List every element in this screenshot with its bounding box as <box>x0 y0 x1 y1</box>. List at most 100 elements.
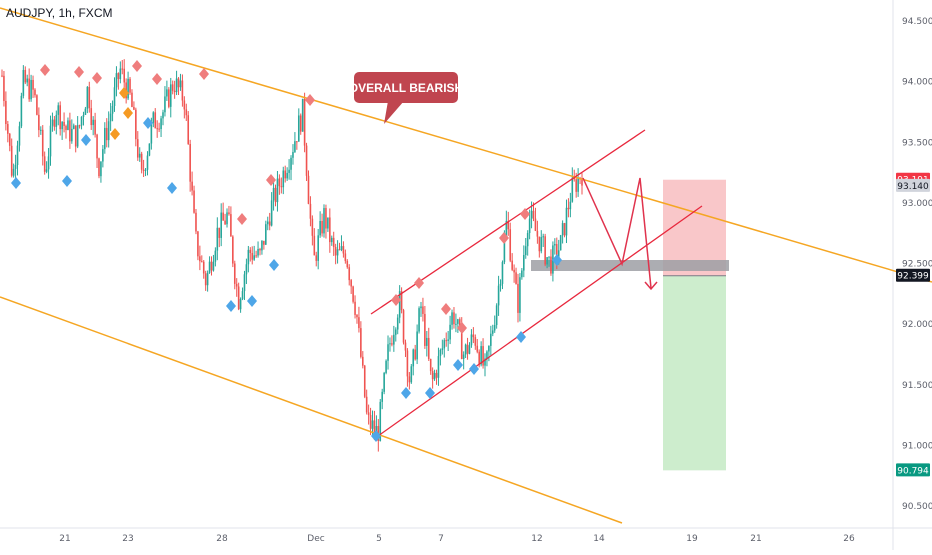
candle-body <box>536 230 539 237</box>
candle-body <box>435 372 438 378</box>
x-tick-label: 26 <box>843 534 855 544</box>
candle-body <box>476 345 479 352</box>
candle-body <box>233 263 236 284</box>
candle-body <box>69 120 71 142</box>
candle-body <box>43 156 46 172</box>
candle-body <box>441 348 444 350</box>
candle-body <box>237 286 240 310</box>
candle-body <box>51 119 54 126</box>
candle-body <box>513 269 515 273</box>
candle-body <box>336 249 339 256</box>
channel-lower-line <box>0 296 623 524</box>
candle-body <box>123 68 126 83</box>
candle-body <box>169 84 172 107</box>
candle-body <box>437 356 440 378</box>
candle-body <box>427 337 430 359</box>
candle-body <box>393 334 395 345</box>
candle-body <box>457 319 459 324</box>
callout-box <box>354 72 458 103</box>
candle-body <box>526 233 529 247</box>
candle-body <box>59 105 61 130</box>
candle-body <box>102 149 104 162</box>
candle-body <box>462 354 465 359</box>
candle-body <box>412 349 415 367</box>
candle-body <box>80 116 83 126</box>
candle-body <box>222 212 224 221</box>
candle-body <box>220 212 222 238</box>
x-tick-label: 21 <box>750 534 761 544</box>
candle-body <box>280 186 283 188</box>
candle-body <box>474 337 477 346</box>
candle-body <box>270 200 273 226</box>
candle-body <box>206 272 209 286</box>
candle-body <box>303 98 306 146</box>
candle-body <box>76 125 79 147</box>
candle-body <box>429 358 432 372</box>
swing-low-marker <box>453 359 463 371</box>
candle-body <box>251 253 254 260</box>
candle-body <box>389 343 391 345</box>
candle-body <box>573 177 576 180</box>
candle-body <box>315 255 318 261</box>
candle-body <box>36 95 38 115</box>
candle-body <box>100 161 102 177</box>
candle-body <box>356 314 358 318</box>
swing-low-marker <box>226 300 236 312</box>
candle-body <box>104 127 106 150</box>
candle-body <box>334 247 337 256</box>
candle-body <box>472 334 475 338</box>
candle-body <box>208 261 211 273</box>
candle-body <box>305 145 308 176</box>
candle-body <box>131 92 133 107</box>
candle-body <box>286 172 288 179</box>
candle-body <box>179 80 182 88</box>
swing-high-marker <box>132 60 142 72</box>
candle-body <box>493 325 496 331</box>
candle-body <box>197 231 199 257</box>
candle-body <box>468 345 471 354</box>
projected-path <box>582 177 652 289</box>
candle-body <box>49 125 52 157</box>
candle-body <box>96 134 98 159</box>
candle-body <box>16 145 19 165</box>
candle-body <box>559 235 562 251</box>
candle-body <box>323 208 325 234</box>
candle-body <box>224 220 226 225</box>
candle-body <box>160 118 162 130</box>
candle-body <box>181 80 184 101</box>
candle-body <box>72 125 75 129</box>
swing-high-marker <box>92 72 102 84</box>
candle-body <box>135 109 137 140</box>
candle-body <box>490 333 492 346</box>
candle-body <box>294 141 296 152</box>
candle-body <box>84 108 87 115</box>
candle-body <box>358 317 360 329</box>
candle-body <box>385 360 387 373</box>
candle-body <box>278 178 281 187</box>
candle-body <box>88 86 91 109</box>
swing-high-marker <box>499 232 509 244</box>
candle-body <box>426 337 428 346</box>
y-tick-label: 93.500 <box>902 138 932 148</box>
x-tick-label: 5 <box>376 534 382 544</box>
candle-body <box>309 203 312 219</box>
candle-body <box>534 218 537 231</box>
take-profit-zone <box>663 275 726 471</box>
candle-body <box>418 308 420 332</box>
swing-low-marker <box>81 134 91 146</box>
candle-body <box>352 286 354 302</box>
candle-body <box>296 141 298 143</box>
candle-body <box>542 236 545 238</box>
candle-body <box>265 224 267 245</box>
candle-body <box>245 264 248 275</box>
candle-body <box>41 129 44 157</box>
candle-body <box>22 69 25 96</box>
price-tag-bg <box>896 178 930 192</box>
candle-body <box>32 79 34 90</box>
candle-body <box>67 120 69 130</box>
candle-body <box>391 343 393 345</box>
candle-body <box>495 305 498 326</box>
candle-body <box>177 78 180 88</box>
